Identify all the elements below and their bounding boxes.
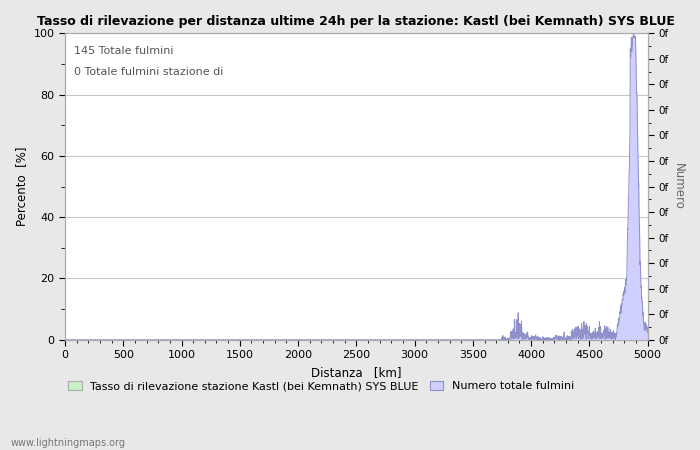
Text: www.lightningmaps.org: www.lightningmaps.org	[10, 438, 125, 448]
X-axis label: Distanza   [km]: Distanza [km]	[311, 366, 402, 379]
Title: Tasso di rilevazione per distanza ultime 24h per la stazione: Kastl (bei Kemnath: Tasso di rilevazione per distanza ultime…	[37, 15, 676, 28]
Text: 145 Totale fulmini: 145 Totale fulmini	[74, 45, 173, 56]
Text: 0 Totale fulmini stazione di: 0 Totale fulmini stazione di	[74, 67, 223, 77]
Y-axis label: Percento  [%]: Percento [%]	[15, 147, 28, 226]
Legend: Tasso di rilevazione stazione Kastl (bei Kemnath) SYS BLUE, Numero totale fulmin: Tasso di rilevazione stazione Kastl (bei…	[64, 376, 579, 396]
Y-axis label: Numero: Numero	[672, 163, 685, 210]
